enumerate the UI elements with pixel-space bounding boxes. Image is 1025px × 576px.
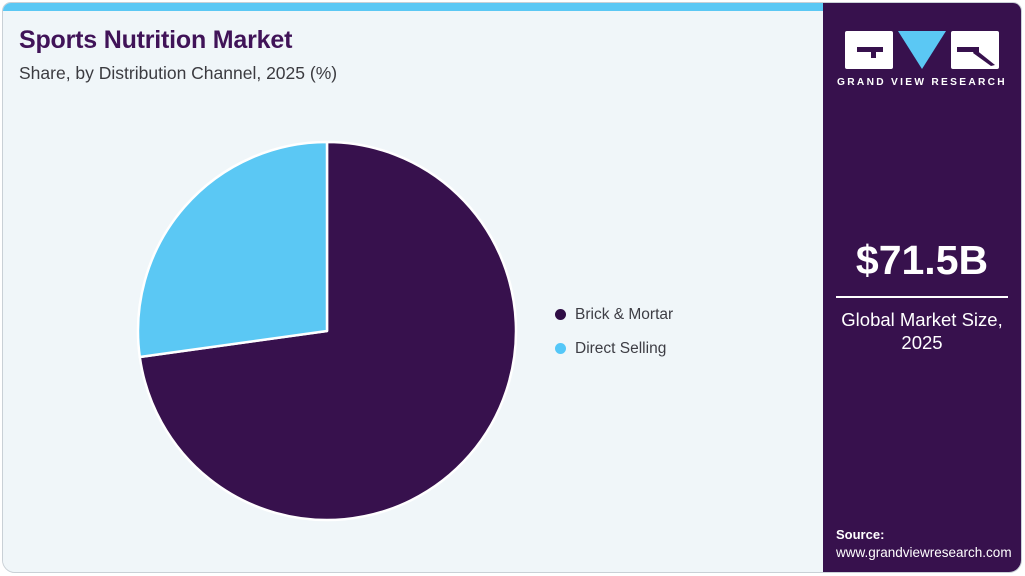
source-url: www.grandviewresearch.com: [836, 545, 1012, 560]
chart-panel: Sports Nutrition Market Share, by Distri…: [3, 3, 823, 572]
stat-label-line2: 2025: [901, 332, 943, 354]
chart-subtitle: Share, by Distribution Channel, 2025 (%): [19, 62, 338, 83]
legend-label: Direct Selling: [575, 339, 667, 357]
legend-dot: [555, 309, 566, 320]
logo-r-bar: [957, 47, 979, 52]
page-title: Sports Nutrition Market: [19, 26, 293, 54]
source: Source: www.grandviewresearch.com: [836, 527, 1015, 560]
gvr-logo: GRAND VIEW RESEARCH: [823, 30, 1021, 88]
logo-v-triangle: [898, 31, 946, 69]
stat-label: Global Market Size, 2025: [823, 308, 1021, 354]
chart-header: Sports Nutrition Market Share, by Distri…: [19, 26, 338, 84]
gvr-logo-mark: [845, 31, 999, 69]
legend: Brick & Mortar Direct Selling: [555, 304, 673, 359]
brand-name: GRAND VIEW RESEARCH: [837, 77, 1007, 88]
legend-item: Brick & Mortar: [555, 304, 673, 325]
legend-item: Direct Selling: [555, 338, 673, 359]
sidebar: GRAND VIEW RESEARCH $71.5B Global Market…: [823, 3, 1021, 572]
pie-chart-svg: [136, 140, 518, 522]
legend-dot: [555, 343, 566, 354]
logo-r-leg: [973, 49, 995, 66]
stat-value: $71.5B: [855, 237, 989, 283]
stat-label-line1: Global Market Size,: [841, 309, 1003, 330]
pie-slice-direct-selling: [136, 140, 329, 359]
pie-chart: [133, 137, 521, 525]
source-heading: Source:: [836, 527, 885, 542]
stat-divider: [836, 296, 1008, 298]
top-accent-bar: [3, 3, 823, 11]
logo-g-glyph: [857, 47, 883, 58]
market-size-stat: $71.5B Global Market Size, 2025: [823, 237, 1021, 354]
legend-label: Brick & Mortar: [575, 305, 674, 323]
